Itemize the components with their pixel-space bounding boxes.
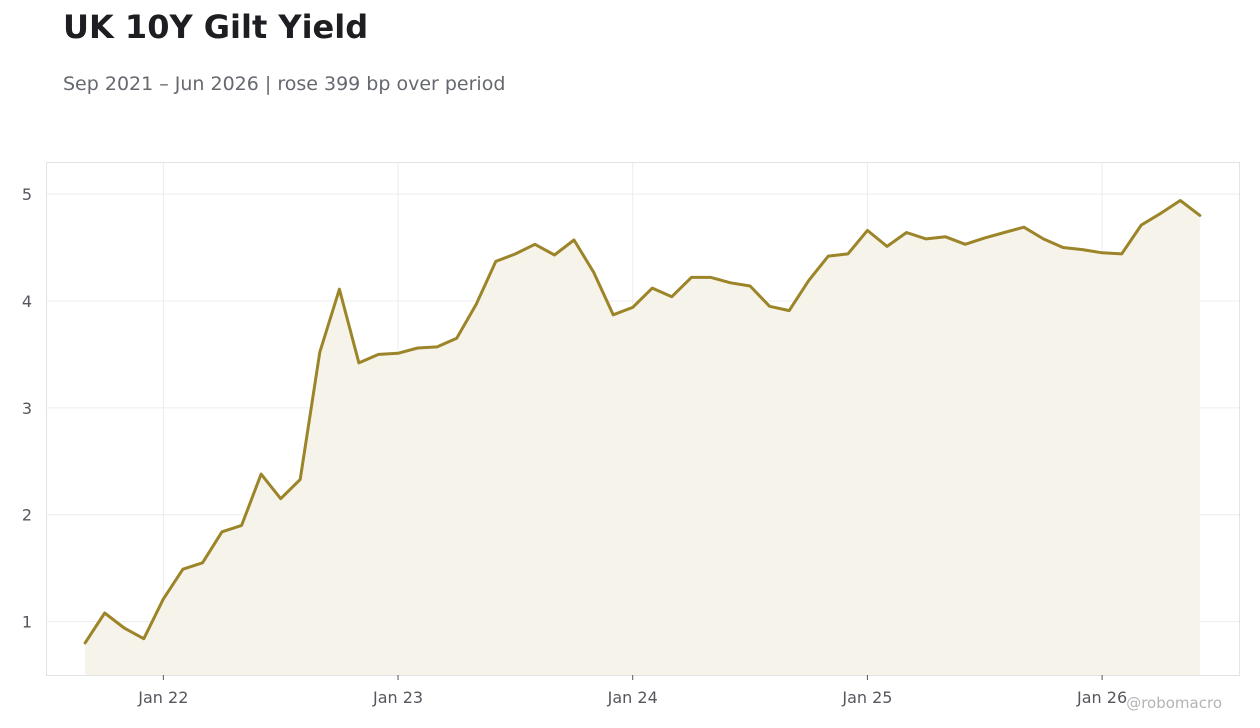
x-tick-label: Jan 25: [841, 688, 892, 707]
y-tick-label: 5: [22, 185, 32, 204]
series-line: [83, 199, 1202, 645]
y-tick-label: 4: [22, 292, 32, 311]
x-tick-label: Jan 26: [1076, 688, 1127, 707]
x-tick-label: Jan 23: [372, 688, 423, 707]
chart-subtitle: Sep 2021 – Jun 2026 | rose 399 bp over p…: [63, 73, 506, 95]
watermark: @robomacro: [1126, 694, 1222, 712]
x-tick-label: Jan 24: [607, 688, 658, 707]
y-tick-label: 3: [22, 399, 32, 418]
y-tick-label: 2: [22, 506, 32, 525]
y-tick-label: 1: [22, 613, 32, 632]
series-line-layer: [83, 199, 1202, 645]
series-area-fill: [85, 200, 1200, 675]
x-tick-label: Jan 22: [137, 688, 188, 707]
chart-title: UK 10Y Gilt Yield: [63, 8, 369, 46]
area-fill-layer: [85, 200, 1200, 675]
x-axis-ticks: Jan 22 Jan 23 Jan 24 Jan 25 Jan 26: [137, 675, 1127, 707]
y-axis-ticks: 1 2 3 4 5: [22, 185, 32, 632]
plot-frame: [46, 162, 1240, 676]
